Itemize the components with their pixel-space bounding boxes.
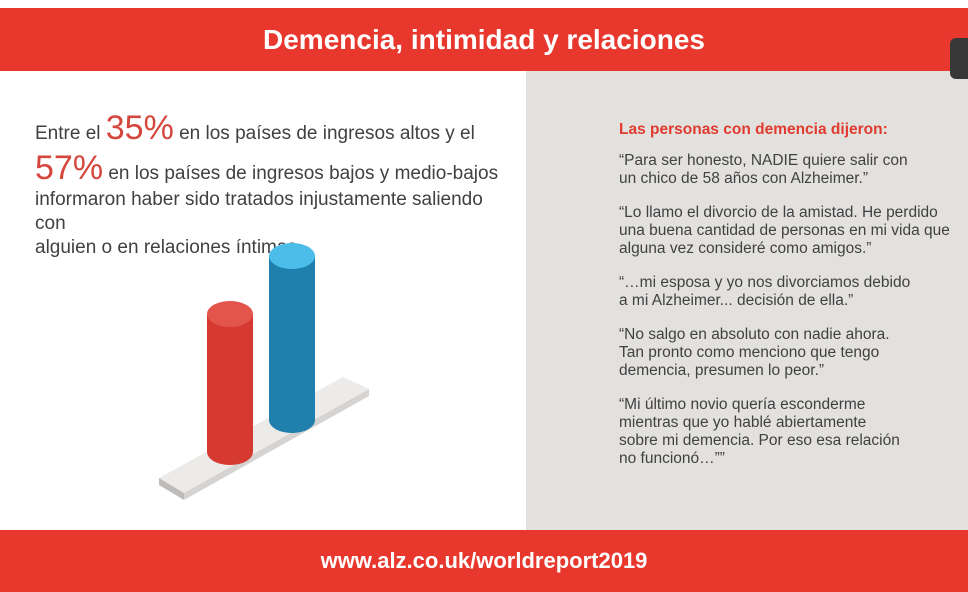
- scrollbar-thumb[interactable]: [950, 38, 968, 79]
- platform-front-face: [184, 389, 369, 500]
- bar-chart-illustration: [159, 243, 369, 500]
- platform-end-face: [159, 478, 184, 500]
- stats-text-part3: en los países de ingresos bajos y medio-…: [35, 163, 499, 258]
- stat-value-high-income: 35%: [105, 109, 174, 147]
- stats-text-block: Entre el 35% en los países de ingresos a…: [35, 108, 515, 260]
- red-cylinder-top: [207, 301, 253, 327]
- blue-cylinder-body: [269, 256, 315, 433]
- quote-3: “…mi esposa y yo nos divorciamos debido …: [619, 274, 911, 309]
- quote-4: “No salgo en absoluto con nadie ahora. T…: [619, 326, 890, 379]
- blue-cylinder-top: [269, 243, 315, 269]
- quote-5: “Mi último novio quería esconderme mient…: [619, 396, 900, 467]
- red-cylinder-body: [207, 314, 253, 465]
- header-banner: Demencia, intimidad y relaciones: [0, 8, 968, 71]
- quote-2: “Lo llamo el divorcio de la amistad. He …: [619, 204, 950, 257]
- bar-low-income-cylinder: [269, 243, 315, 433]
- stat-value-low-income: 57%: [35, 149, 104, 187]
- page-title: Demencia, intimidad y relaciones: [263, 23, 705, 55]
- quotes-panel: Las personas con demencia dijeron: “Para…: [619, 121, 964, 484]
- quotes-heading: Las personas con demencia dijeron:: [619, 121, 888, 138]
- footer-banner: www.alz.co.uk/worldreport2019: [0, 530, 968, 592]
- quotes-panel-background: [526, 71, 968, 530]
- stats-text-part1: Entre el: [35, 123, 106, 144]
- stats-paragraph: Entre el 35% en los países de ingresos a…: [35, 108, 515, 260]
- platform-top-face: [159, 377, 369, 493]
- bar-high-income-cylinder: [207, 301, 253, 465]
- quote-1: “Para ser honesto, NADIE quiere salir co…: [619, 152, 908, 187]
- stats-text-part2: en los países de ingresos altos y el: [179, 123, 475, 144]
- footer-url[interactable]: www.alz.co.uk/worldreport2019: [320, 548, 648, 573]
- chart-platform: [159, 377, 369, 500]
